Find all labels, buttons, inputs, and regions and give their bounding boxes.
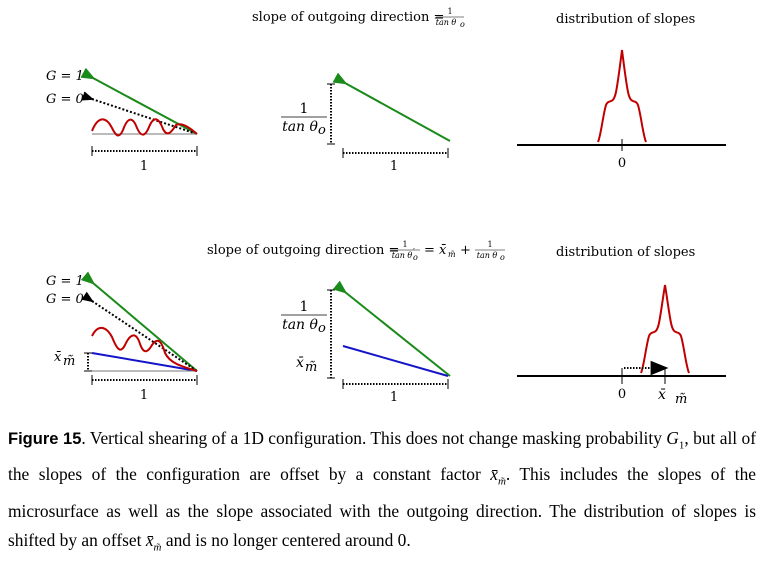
bottom-outgoing-arrow <box>80 271 198 372</box>
bottom-width-tick: 1 <box>140 388 148 403</box>
top-g0-label: G = 0 <box>46 92 84 107</box>
svg-text:tan θ: tan θ <box>282 317 318 333</box>
bottom-middle-offset-line <box>342 345 449 377</box>
svg-text:m̃: m̃ <box>448 250 456 259</box>
svg-text:tan θ: tan θ <box>477 251 498 260</box>
svg-text:tan θ: tan θ <box>392 251 413 260</box>
svg-text:+: + <box>460 243 471 258</box>
top-masked-arrow <box>81 91 198 135</box>
svg-text:o: o <box>318 123 326 138</box>
top-left-panel: G = 1 G = 0 1 <box>46 67 198 174</box>
top-distribution <box>597 49 647 143</box>
bottom-shift-label: x̄ <box>658 387 666 403</box>
bottom-masked-arrow <box>81 291 198 372</box>
svg-text:1: 1 <box>300 101 309 117</box>
bottom-width-tick-2: 1 <box>390 390 398 405</box>
figure-caption: Figure 15. Vertical shearing of a 1D con… <box>8 428 756 554</box>
top-dist-title: distribution of slopes <box>556 12 695 27</box>
figure-15: slope of outgoing direction = 1 tan θ o … <box>46 7 726 407</box>
top-g1-label: G = 1 <box>46 69 84 84</box>
svg-text:′: ′ <box>413 247 415 256</box>
svg-text:= x̄: = x̄ <box>424 243 447 258</box>
top-slope-label: slope of outgoing direction = <box>252 10 444 25</box>
top-middle-direction <box>332 72 451 142</box>
bottom-mean-plane <box>91 352 198 372</box>
svg-text:o: o <box>318 321 326 336</box>
svg-text:o: o <box>500 253 505 262</box>
bottom-slope-equation: 1 tan θ ′ o = x̄ m̃ + 1 tan θ o <box>390 240 505 262</box>
bottom-left-panel: G = 1 G = 0 x̄ m̃ 1 <box>46 271 198 403</box>
bottom-microsurface <box>91 326 198 372</box>
bottom-offset-label: x̄ <box>54 350 62 365</box>
bottom-middle-direction <box>332 280 451 377</box>
bottom-distribution <box>640 284 690 374</box>
bottom-offset-label-2: x̄ <box>296 355 304 371</box>
svg-text:o: o <box>460 20 465 29</box>
svg-text:m̃: m̃ <box>675 392 687 407</box>
bottom-middle-panel: 1 tan θ o x̄ m̃ 1 <box>281 280 451 405</box>
top-microsurface <box>91 118 198 137</box>
top-width-tick-2: 1 <box>390 159 398 174</box>
svg-text:1: 1 <box>447 7 452 16</box>
top-origin: 0 <box>618 156 626 171</box>
svg-text:m̃: m̃ <box>63 354 75 369</box>
top-outgoing-arrow <box>80 67 198 135</box>
top-row: slope of outgoing direction = 1 tan θ o … <box>46 7 726 174</box>
bottom-g0-label: G = 0 <box>46 292 84 307</box>
svg-text:m̃: m̃ <box>305 360 317 375</box>
bottom-g1-label: G = 1 <box>46 274 84 289</box>
bottom-row: slope of outgoing direction = 1 tan θ ′ … <box>46 240 726 407</box>
top-slope-fraction: 1 tan θ o <box>436 7 465 29</box>
svg-text:o: o <box>413 253 418 262</box>
svg-text:1: 1 <box>487 240 492 249</box>
bottom-dist-title: distribution of slopes <box>556 245 695 260</box>
top-width-tick: 1 <box>140 159 148 174</box>
bottom-slope-label: slope of outgoing direction = <box>207 243 399 258</box>
top-height-label: 1 tan θ o <box>281 101 327 138</box>
top-middle-panel: 1 tan θ o 1 <box>281 72 451 174</box>
svg-text:tan θ: tan θ <box>282 119 318 135</box>
bottom-height-label: 1 tan θ o <box>281 299 327 336</box>
bottom-origin: 0 <box>618 387 626 402</box>
caption-label: Figure 15 <box>8 430 82 448</box>
svg-text:tan θ: tan θ <box>436 18 457 27</box>
svg-text:1: 1 <box>402 240 407 249</box>
top-right-panel: 0 <box>517 49 726 171</box>
svg-text:1: 1 <box>300 299 309 315</box>
bottom-right-panel: 0 x̄ m̃ <box>517 284 726 407</box>
